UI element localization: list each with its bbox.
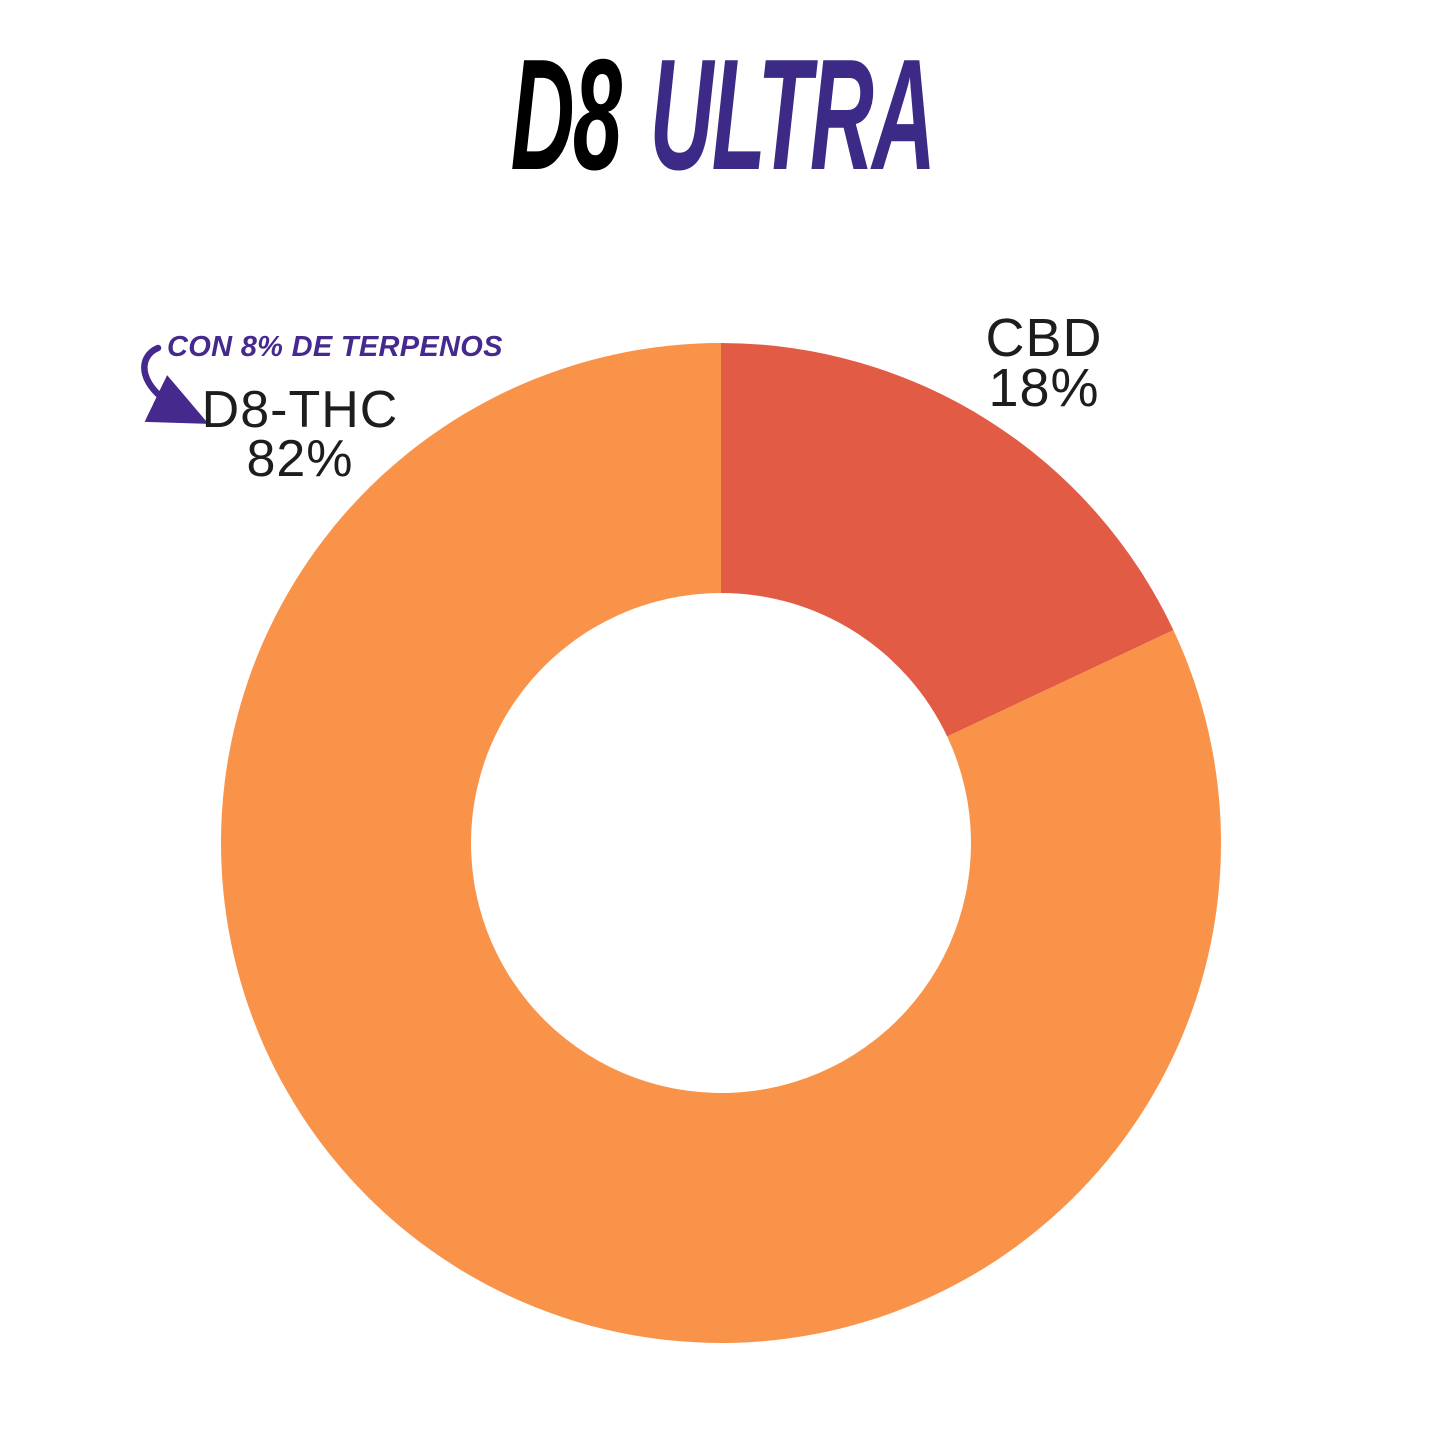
donut-slice-cbd: [721, 343, 1174, 737]
label-cbd-pct: 18%: [988, 357, 1100, 418]
label-cbd: CBD 18%: [929, 308, 1159, 418]
title-ultra: ULTRA: [649, 27, 936, 203]
title-d8: D8: [510, 27, 622, 203]
donut-slice-d8-thc: [221, 343, 1221, 1343]
donut-chart: [221, 343, 1221, 1343]
terpenes-annotation: CON 8% DE TERPENOS: [167, 331, 503, 363]
page-title: D8 ULTRA: [318, 36, 1127, 194]
label-cbd-name: CBD: [985, 308, 1103, 368]
curved-arrow-icon: [141, 344, 209, 424]
label-d8thc-pct: 82%: [246, 429, 354, 488]
label-d8thc: D8-THC 82%: [168, 381, 432, 488]
label-d8thc-name: D8-THC: [201, 381, 399, 439]
